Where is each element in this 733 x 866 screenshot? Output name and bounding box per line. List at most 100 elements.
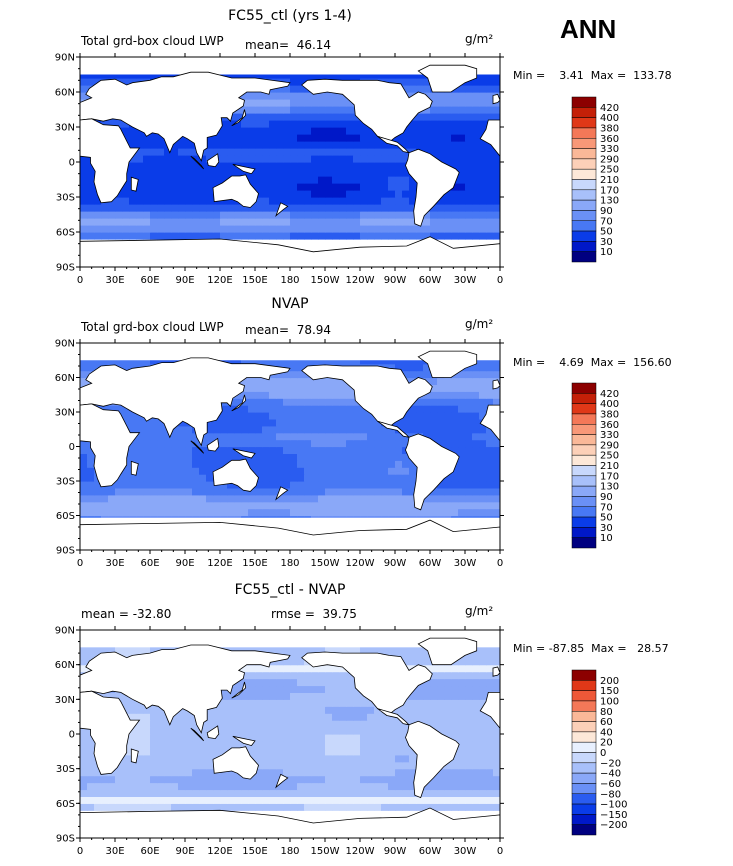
panel1-title: FC55_ctl (yrs 1-4) <box>228 8 352 24</box>
panel1-minmax: Min = 3.41 Max = 133.78 <box>513 69 672 82</box>
colorbar-box <box>571 189 597 201</box>
y-tick-label: 60N <box>55 373 75 384</box>
continent-outline <box>130 176 139 192</box>
x-tick-label: 120W <box>346 558 375 569</box>
colorbar-box <box>571 690 597 702</box>
colorbar-label: 290 <box>600 154 619 165</box>
colorbar-box <box>571 741 597 753</box>
x-tick-label: 0 <box>77 275 83 286</box>
continent-outline <box>275 202 289 217</box>
colorbar-box <box>571 496 597 507</box>
colorbar-label: 250 <box>600 165 619 176</box>
colorbar-box <box>571 393 597 404</box>
field-cells-1 <box>80 57 500 267</box>
continent-outline <box>231 109 247 127</box>
y-tick-label: 30S <box>56 764 75 775</box>
colorbar-box <box>571 783 597 794</box>
colorbar-box <box>571 824 597 836</box>
x-tick-label: 60E <box>140 846 159 857</box>
continent-outline <box>80 357 291 447</box>
y-tick-label: 30N <box>55 123 75 134</box>
colorbar-label: 290 <box>600 440 619 451</box>
continent-outline <box>479 119 500 157</box>
continent-outline <box>190 727 205 742</box>
colorbar-box <box>571 117 597 129</box>
colorbar-box <box>571 485 597 497</box>
continent-outline <box>130 748 139 764</box>
colorbar-box <box>571 403 597 415</box>
colorbar-box <box>571 148 597 160</box>
colorbar-label: 60 <box>600 717 613 728</box>
continent-outline <box>275 486 289 501</box>
colorbar-box <box>571 96 597 108</box>
colorbar-3: 200150100806040200−20−40−60−80−100−150−2… <box>571 669 627 836</box>
colorbar-box <box>571 424 597 435</box>
missing-band-north <box>80 343 500 361</box>
colorbar-label: 420 <box>600 103 619 114</box>
x-tick-label: 120W <box>346 846 375 857</box>
continent-outline <box>206 725 220 740</box>
continent-outline <box>231 394 247 412</box>
y-tick-label: 30S <box>56 477 75 488</box>
continent-outline <box>190 440 205 454</box>
colorbar-box <box>571 199 597 211</box>
colorbar-label: 70 <box>600 502 613 513</box>
colorbar-box <box>571 465 597 477</box>
x-tick-label: 120E <box>207 846 232 857</box>
x-tick-label: 30W <box>454 558 477 569</box>
continent-outline <box>232 735 256 747</box>
y-tick-label: 90S <box>56 263 75 274</box>
y-tick-label: 30N <box>55 695 75 706</box>
colorbar-label: 250 <box>600 451 619 462</box>
colorbar-box <box>571 107 597 118</box>
colorbar-label: 50 <box>600 227 613 238</box>
colorbar-box <box>571 731 597 743</box>
continent-outline <box>212 174 259 208</box>
map-panel-3: 0 30E 60E 90E 120E 150E 180 150W 120W 90W 60W 30W 09… <box>55 626 628 858</box>
continent-outline <box>130 460 139 476</box>
x-tick-label: 120E <box>207 558 232 569</box>
colorbar-box <box>571 711 597 722</box>
x-tick-label: 150W <box>311 558 340 569</box>
colorbar-box <box>571 527 597 538</box>
colorbar-label: 40 <box>600 727 613 738</box>
colorbar-label: −80 <box>600 789 621 800</box>
continent-outline <box>301 78 433 143</box>
x-tick-label: 90E <box>175 558 194 569</box>
colorbar-box <box>571 127 597 139</box>
panel1-subtitle: Total grd-box cloud LWP <box>81 34 224 48</box>
colorbar-box <box>571 241 597 252</box>
x-tick-label: 0 <box>497 275 503 286</box>
colorbar-label: 130 <box>600 196 619 207</box>
colorbar-box <box>571 413 597 425</box>
colorbar-label: 330 <box>600 430 619 441</box>
x-tick-label: 150W <box>311 275 340 286</box>
panel1-mean: mean= 46.14 <box>245 38 332 52</box>
panel2-units: g/m² <box>465 317 494 331</box>
continents-1 <box>80 64 500 267</box>
colorbar-label: 30 <box>600 237 613 248</box>
x-tick-label: 60E <box>140 275 159 286</box>
colorbar-box <box>571 700 597 712</box>
continent-outline <box>212 458 259 492</box>
colorbar-box <box>571 444 597 456</box>
colorbar-box <box>571 793 597 805</box>
panel3-mean: mean = -32.80 <box>81 607 172 621</box>
colorbar-label: 20 <box>600 738 613 749</box>
x-tick-label: 120W <box>346 275 375 286</box>
colorbar-label: −40 <box>600 769 621 780</box>
panel2-minmax: Min = 4.69 Max = 156.60 <box>513 356 672 369</box>
x-tick-label: 150E <box>242 558 267 569</box>
y-tick-label: 60N <box>55 660 75 671</box>
x-tick-label: 150W <box>311 846 340 857</box>
colorbar-box <box>571 158 597 170</box>
colorbar-box <box>571 210 597 221</box>
colorbar-label: 130 <box>600 482 619 493</box>
colorbar-label: 50 <box>600 513 613 524</box>
colorbar-box <box>571 803 597 815</box>
colorbar-box <box>571 752 597 764</box>
continent-outline <box>417 637 478 666</box>
x-tick-label: 60W <box>419 275 442 286</box>
colorbar-box <box>571 680 597 691</box>
